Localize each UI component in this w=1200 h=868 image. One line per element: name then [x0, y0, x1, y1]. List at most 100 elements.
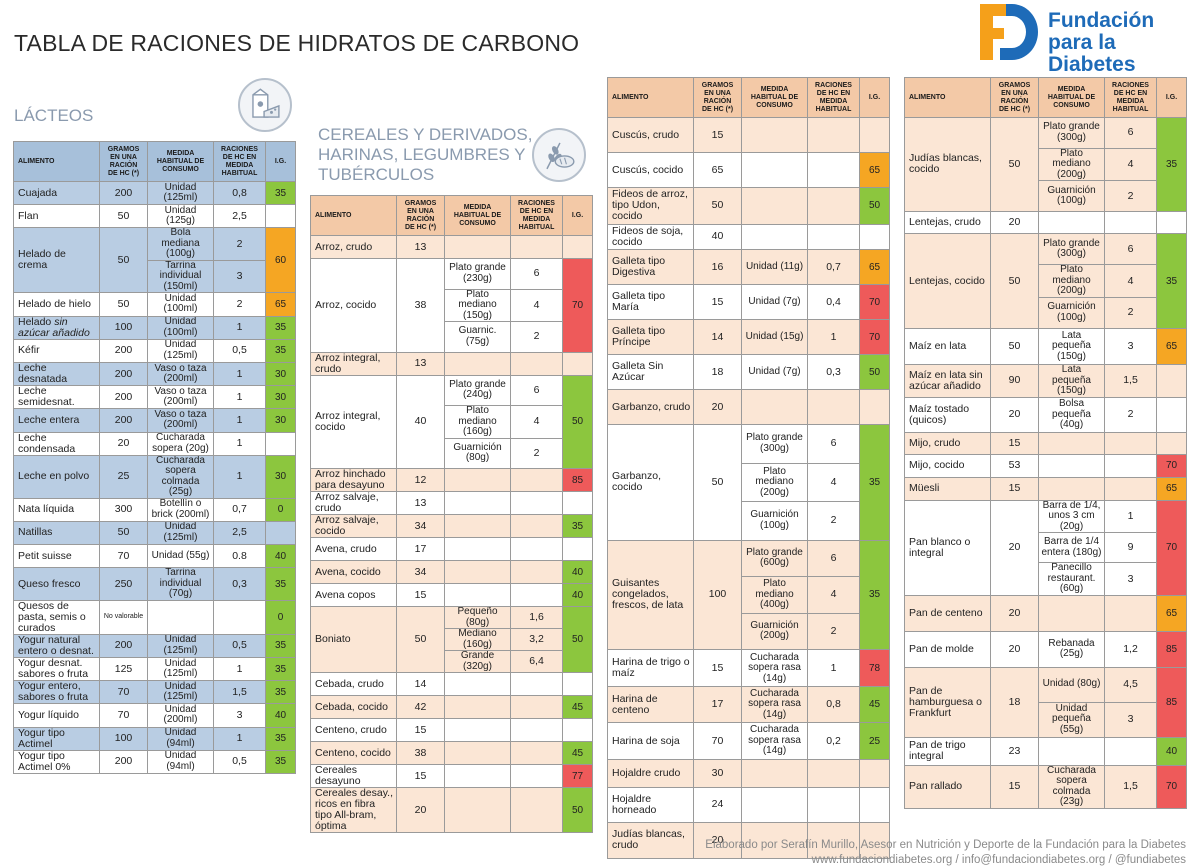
- usual-measure: Plato grande (600g): [741, 539, 808, 578]
- table-row: Arroz hinchado para desayuno 12 85: [310, 468, 593, 492]
- table-row: Queso fresco 250 Tarrina individual (70g) 0…: [13, 567, 296, 601]
- food-name: Harina de soja: [607, 721, 694, 761]
- usual-measure: Unidad (125ml): [147, 656, 214, 682]
- grams-per-ration: 70: [693, 721, 742, 761]
- grams-per-ration: 20: [990, 210, 1039, 235]
- usual-measure: Cucharada sopera rasa (14g): [741, 649, 808, 688]
- food-name: Cereales desayuno: [310, 764, 397, 788]
- food-name: Lentejas, cocido: [904, 233, 991, 329]
- table-row: Guarnic. (75g) 2: [311, 321, 593, 353]
- glycemic-index: [859, 389, 890, 425]
- grams-per-ration: 15: [693, 649, 742, 688]
- usual-measure: Plato grande (230g): [444, 258, 511, 290]
- grams-per-ration: 50: [693, 187, 742, 225]
- header-measure-line: CONSUMO: [459, 219, 496, 227]
- food-name: Harina de centeno: [607, 686, 694, 723]
- glycemic-index: 35: [859, 539, 890, 651]
- food-name-part: Helado: [18, 316, 55, 328]
- rations-value: 0,4: [807, 284, 860, 320]
- food-name: Cuajada: [13, 180, 100, 206]
- food-name: Judías blancas, cocido: [904, 117, 991, 212]
- usual-measure: [1038, 210, 1105, 235]
- food-name: Arroz, crudo: [310, 235, 397, 259]
- section-title-cereales-line2: HARINAS, LEGUMBRES Y: [318, 145, 526, 164]
- grams-per-ration: 70: [99, 680, 148, 705]
- grams-per-ration: 18: [990, 666, 1039, 738]
- food-name: Pan blanco o integral: [904, 499, 991, 596]
- grams-per-ration: 50: [990, 117, 1039, 212]
- header-grams-line: DE HC (*): [107, 169, 140, 177]
- table-row: Arroz salvaje, crudo 13: [310, 491, 593, 515]
- footer-contacts[interactable]: www.fundaciondiabetes.org / info@fundaci…: [811, 854, 1186, 866]
- food-name: Yogur natural entero o desnat.: [13, 633, 100, 658]
- rations-value: 0,8: [807, 686, 860, 723]
- rations-value: 2: [213, 292, 266, 317]
- food-name: Leche en polvo: [13, 454, 100, 499]
- header-rations-line: RACIONES: [221, 145, 258, 153]
- rations-value: 6: [1104, 233, 1157, 266]
- header-grams-line: RACIÓN: [406, 215, 435, 223]
- food-name: Guisantes congelados, frescos, de lata: [607, 539, 694, 651]
- rations-value: 0,5: [213, 338, 266, 363]
- rations-value: [510, 491, 563, 515]
- usual-measure: [444, 491, 511, 515]
- rations-value: 0,7: [807, 249, 860, 285]
- rations-value: 1,6: [510, 606, 563, 629]
- usual-measure: Guarnición (100g): [741, 501, 808, 541]
- usual-measure: Unidad (125ml): [147, 680, 214, 705]
- food-name: Galleta tipo María: [607, 284, 694, 320]
- rations-value: 2: [1104, 180, 1157, 212]
- table-row: Arroz salvaje, cocido 34 35: [310, 514, 593, 538]
- food-name: Arroz salvaje, cocido: [310, 514, 397, 538]
- glycemic-index: 35: [265, 726, 296, 751]
- usual-measure: Unidad (125ml): [147, 633, 214, 658]
- grams-per-ration: 15: [396, 583, 445, 607]
- rations-value: [510, 351, 563, 376]
- usual-measure: [444, 741, 511, 765]
- table-row: Leche entera 200 Vaso o taza (200ml) 1 30: [13, 408, 296, 433]
- table-row: Leche en polvo 25 Cucharada sopera colmada…: [13, 454, 296, 499]
- usual-measure: Cucharada sopera rasa (14g): [741, 721, 808, 761]
- rations-value: 4: [807, 462, 860, 502]
- food-name: Harina de trigo o maíz: [607, 649, 694, 688]
- usual-measure: Cucharada sopera (20g): [147, 431, 214, 456]
- usual-measure: [444, 537, 511, 561]
- glycemic-index: 65: [859, 152, 890, 188]
- glycemic-index: [1156, 431, 1187, 455]
- glycemic-index: [859, 223, 890, 250]
- glycemic-index: 85: [1156, 630, 1187, 668]
- rations-value: 3: [213, 259, 266, 294]
- header-rations: RACIONES DE HC EN MEDIDA HABITUAL: [213, 141, 266, 182]
- food-name: Arroz integral, crudo: [310, 351, 397, 376]
- rations-value: 0,3: [213, 567, 266, 601]
- grams-per-ration: 15: [396, 718, 445, 742]
- food-name: Pan de centeno: [904, 594, 991, 632]
- glycemic-index: 70: [1156, 499, 1187, 596]
- section-title-lacteos: LÁCTEOS: [14, 106, 94, 125]
- rations-value: [807, 117, 860, 153]
- table-row: Cebada, crudo 14: [310, 672, 593, 696]
- header-grams-line: EN UNA: [110, 153, 137, 161]
- logo-line1: Fundación: [1048, 9, 1155, 32]
- table-row: Pan de centeno 20 65: [904, 594, 1187, 632]
- glycemic-index: [562, 235, 593, 259]
- glycemic-index: [562, 351, 593, 376]
- food-name: Yogur tipo Actimel 0%: [13, 749, 100, 774]
- grams-per-ration: 200: [99, 749, 148, 774]
- food-name: Centeno, cocido: [310, 741, 397, 765]
- usual-measure: [741, 117, 808, 153]
- food-name: Helado de hielo: [13, 292, 100, 317]
- fundacion-diabetes-logo[interactable]: Fundación para la Diabetes: [978, 2, 1174, 76]
- glycemic-index: 65: [1156, 594, 1187, 632]
- food-name: Yogur desnat. sabores o fruta: [13, 656, 100, 682]
- header-measure-line: CONSUMO: [1053, 101, 1090, 109]
- glycemic-index: 35: [1156, 233, 1187, 329]
- grams-per-ration: 23: [990, 736, 1039, 766]
- grams-per-ration: 14: [693, 319, 742, 355]
- table-row: Lentejas, cocido 50 Plato grande (300g) 6 35: [904, 233, 1187, 329]
- usual-measure: [147, 599, 214, 635]
- header-grams-line: GRAMOS: [998, 81, 1031, 89]
- usual-measure: Pequeño (80g): [444, 606, 511, 629]
- table-row: Garbanzo, cocido 50 Plato grande (300g) 6 35: [607, 424, 890, 541]
- table-row: Pan rallado 15 Cucharada sopera colmada (2…: [904, 764, 1187, 809]
